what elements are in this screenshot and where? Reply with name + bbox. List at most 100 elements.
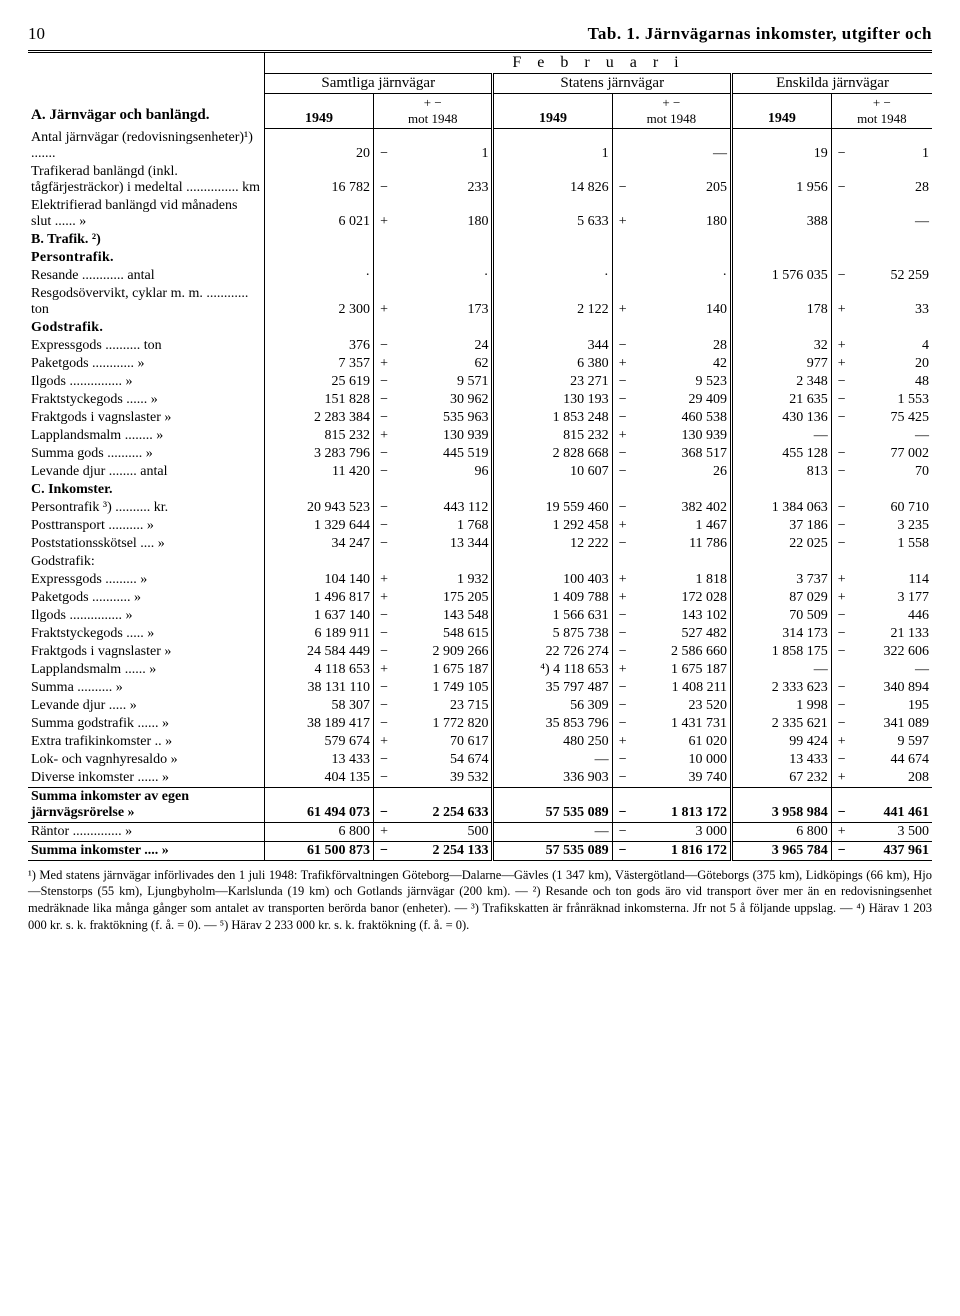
label-express: Expressgods .......... ton (28, 337, 265, 355)
val-enskilda-1949: 87 029 (732, 589, 832, 607)
val-samtliga-delta: 30 962 (394, 391, 493, 409)
sign-statens: − (612, 715, 633, 733)
val-samtliga-1949: 2 300 (265, 285, 374, 319)
sign-enskilda: + (831, 733, 852, 751)
val-statens-1949: 1 853 248 (493, 409, 612, 427)
val-statens-delta: · (633, 267, 732, 285)
row-extra: Extra trafikinkomster .. » 579 674 + 70 … (28, 733, 932, 751)
val-statens-1949: 12 222 (493, 535, 612, 553)
sign-enskilda: − (831, 409, 852, 427)
val-enskilda-delta: 340 894 (852, 679, 932, 697)
row-elek: Elektrifierad banlängd vid månadens slut… (28, 197, 932, 231)
val-samtliga-1949: 20 (265, 129, 374, 163)
row-fraktstycke: Fraktstyckegods ...... » 151 828 − 30 96… (28, 391, 932, 409)
col-delta-3: + − mot 1948 (831, 94, 932, 129)
val-samtliga-delta: 500 (394, 822, 493, 841)
val-samtliga-delta: 13 344 (394, 535, 493, 553)
val-statens-delta: 23 520 (633, 697, 732, 715)
val-enskilda-1949: 977 (732, 355, 832, 373)
sign-enskilda: + (831, 589, 852, 607)
sign-enskilda: − (831, 535, 852, 553)
sign-statens: − (612, 607, 633, 625)
val-statens-delta: 1 813 172 (633, 787, 732, 822)
sign-statens: + (612, 197, 633, 231)
val-enskilda-delta: 48 (852, 373, 932, 391)
val-statens-1949: 344 (493, 337, 612, 355)
label-resgods: Resgodsövervikt, cyklar m. m. ..........… (28, 285, 265, 319)
val-samtliga-delta: 39 532 (394, 769, 493, 788)
val-statens-1949: — (493, 822, 612, 841)
sign-statens: − (612, 373, 633, 391)
val-statens-1949: 57 535 089 (493, 841, 612, 860)
sign-samtliga: − (374, 373, 395, 391)
val-statens-delta: 10 000 (633, 751, 732, 769)
label-c_fraktvagn: Fraktgods i vagnslaster » (28, 643, 265, 661)
val-statens-delta: 26 (633, 463, 732, 481)
label-paket: Paketgods ............ » (28, 355, 265, 373)
month-heading: F e b r u a r i (265, 52, 933, 74)
sign-samtliga: − (374, 535, 395, 553)
val-enskilda-1949: 813 (732, 463, 832, 481)
val-statens-1949: ⁴) 4 118 653 (493, 661, 612, 679)
val-enskilda-1949: 22 025 (732, 535, 832, 553)
heading-row: B. Trafik. ²) (28, 231, 932, 249)
val-enskilda-delta: 446 (852, 607, 932, 625)
val-samtliga-delta: 1 932 (394, 571, 493, 589)
sign-statens: + (612, 285, 633, 319)
val-statens-1949: 1 (493, 129, 612, 163)
sign-enskilda: − (831, 267, 852, 285)
row-posttrans: Posttransport .......... » 1 329 644 − 1… (28, 517, 932, 535)
val-enskilda-delta: 1 558 (852, 535, 932, 553)
val-samtliga-delta: · (394, 267, 493, 285)
val-enskilda-1949: — (732, 427, 832, 445)
row-c_ilgods: Ilgods ............... » 1 637 140 − 143… (28, 607, 932, 625)
val-statens-1949: 14 826 (493, 163, 612, 197)
val-samtliga-1949: 20 943 523 (265, 499, 374, 517)
val-statens-1949: 2 122 (493, 285, 612, 319)
val-enskilda-1949: 67 232 (732, 769, 832, 788)
sign-enskilda: − (831, 391, 852, 409)
val-samtliga-1949: 104 140 (265, 571, 374, 589)
val-enskilda-delta: 70 (852, 463, 932, 481)
val-samtliga-delta: 1 675 187 (394, 661, 493, 679)
row-traf: Trafikerad banlängd (inkl. tågfärjesträc… (28, 163, 932, 197)
val-statens-delta: 527 482 (633, 625, 732, 643)
heading-row: Persontrafik. (28, 249, 932, 267)
sign-enskilda: − (831, 751, 852, 769)
sign-samtliga: + (374, 822, 395, 841)
val-samtliga-1949: 579 674 (265, 733, 374, 751)
row-lokvagn: Lok- och vagnhyresaldo » 13 433 − 54 674… (28, 751, 932, 769)
val-enskilda-delta: 208 (852, 769, 932, 788)
val-statens-1949: 57 535 089 (493, 787, 612, 822)
val-enskilda-delta: — (852, 661, 932, 679)
sign-samtliga: + (374, 661, 395, 679)
val-enskilda-1949: 388 (732, 197, 832, 231)
row-fraktvagn: Fraktgods i vagnslaster » 2 283 384 − 53… (28, 409, 932, 427)
sign-enskilda: + (831, 355, 852, 373)
label-summa_ink: Summa inkomster .... » (28, 841, 265, 860)
row-c_fraktstycke: Fraktstyckegods ..... » 6 189 911 − 548 … (28, 625, 932, 643)
sign-samtliga: − (374, 751, 395, 769)
val-statens-1949: 10 607 (493, 463, 612, 481)
val-enskilda-1949: 3 965 784 (732, 841, 832, 860)
val-statens-1949: 1 409 788 (493, 589, 612, 607)
val-statens-1949: 19 559 460 (493, 499, 612, 517)
val-enskilda-delta: 341 089 (852, 715, 932, 733)
col-delta-mot-1: mot 1948 (377, 111, 488, 127)
sign-samtliga: − (374, 841, 395, 860)
sign-statens (612, 129, 633, 163)
sign-enskilda: − (831, 517, 852, 535)
label-c_fraktstycke: Fraktstyckegods ..... » (28, 625, 265, 643)
sign-samtliga: + (374, 571, 395, 589)
sign-statens: − (612, 409, 633, 427)
row-summa_ink: Summa inkomster .... » 61 500 873 − 2 25… (28, 841, 932, 860)
sign-statens: − (612, 391, 633, 409)
row-summagods: Summa godstrafik ...... » 38 189 417 − 1… (28, 715, 932, 733)
sign-enskilda: − (831, 373, 852, 391)
sign-enskilda: − (831, 499, 852, 517)
col-delta-sign-3: + − (835, 95, 929, 111)
val-enskilda-delta: 77 002 (852, 445, 932, 463)
val-samtliga-delta: 62 (394, 355, 493, 373)
val-enskilda-delta: 52 259 (852, 267, 932, 285)
row-c_express: Expressgods ......... » 104 140 + 1 932 … (28, 571, 932, 589)
